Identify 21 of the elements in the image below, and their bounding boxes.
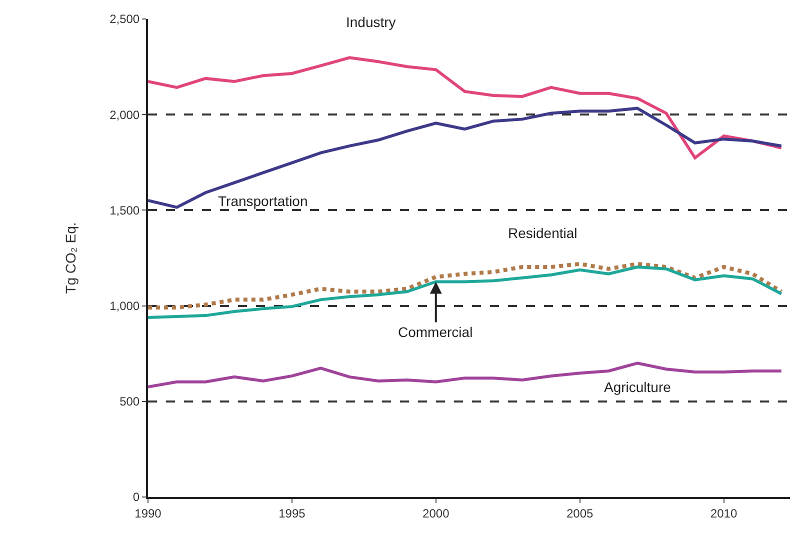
y-axis-title: Tg CO₂ Eq. bbox=[62, 222, 79, 294]
x-tick-label: 2005 bbox=[566, 506, 594, 520]
line-series bbox=[148, 56, 783, 160]
y-tick-label: 2,000 bbox=[110, 108, 140, 122]
y-tick-label: 500 bbox=[120, 394, 140, 409]
x-tick-label: 1990 bbox=[134, 506, 162, 520]
series-label: Residential bbox=[508, 225, 578, 241]
y-tick-label: 0 bbox=[132, 490, 140, 504]
series-label: Agriculture bbox=[604, 379, 672, 395]
line-series bbox=[148, 265, 783, 319]
line-series bbox=[148, 106, 783, 209]
x-tick-label: 2000 bbox=[422, 506, 450, 520]
x-tick-label: 2010 bbox=[710, 506, 738, 520]
text: Commercial bbox=[398, 324, 473, 340]
series-label: Industry bbox=[346, 14, 396, 30]
y-tick-label: 1,000 bbox=[110, 299, 140, 313]
line-series bbox=[148, 262, 784, 310]
x-tick-label: 1995 bbox=[278, 506, 306, 520]
series-label: Transportation bbox=[218, 193, 308, 209]
y-tick-label: 2,500 bbox=[110, 12, 140, 26]
y-tick-label: 1,500 bbox=[110, 203, 140, 218]
